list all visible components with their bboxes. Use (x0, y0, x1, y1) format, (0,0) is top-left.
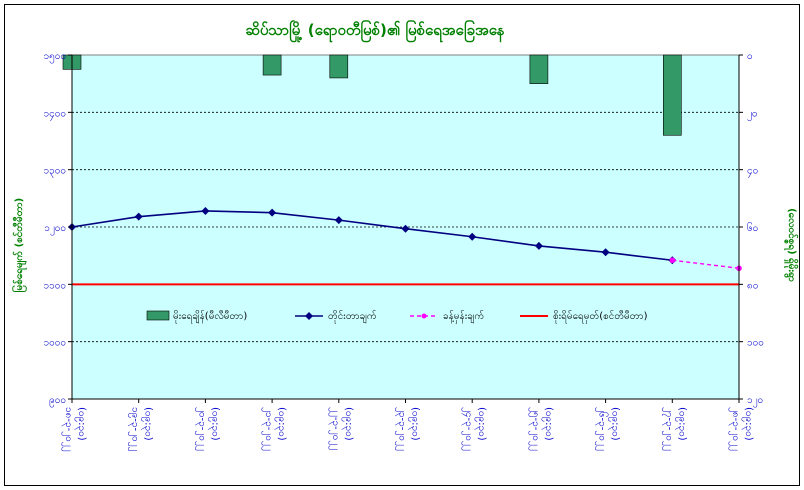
chart: ဆိပ်သာမြို့ (ရောဝတီမြစ်)၏ မြစ်ရေအခြေအနေ … (11, 19, 799, 452)
x-tick-date: ၂၈-၃-၂၀၂၂ (728, 407, 741, 451)
water-level-point (534, 241, 543, 250)
x-tick-date: ၂၆-၃-၂၀၂၂ (595, 407, 610, 451)
x-tick-time: (၀၉:၃၀) (74, 407, 87, 441)
x-tick-date: ၂၅-၃-၂၀၂၂ (528, 407, 541, 451)
x-tick-date: ၁၈-၃-၂၀၂၂ (61, 407, 74, 452)
x-tick-time: (၀၉:၃၀) (541, 407, 554, 441)
right-tick-label: ၂၀ (747, 108, 758, 121)
rainfall-bar (262, 54, 282, 76)
x-tick-label: ၂၀-၃-၂၀၂၂ (၀၉:၃၀) (194, 407, 220, 451)
rainfall-bar (662, 54, 682, 136)
x-tick-label: ၁၉-၃-၂၀၂၂ (၀၉:၃၀) (128, 407, 154, 452)
x-tick-label: ၂၂-၃-၂၀၂၂ (၀၉:၃၀) (328, 407, 354, 450)
x-tick-time: (၀၉:၃၀) (741, 407, 754, 441)
water-level-point (201, 206, 210, 215)
left-axis-ticks: ၉၀၀ ၁၀၀၀ ၁၁၀၀ ၁၂၀၀ ၁၃၀၀ ၁၄၀၀ ၁၅၀၀ (44, 51, 72, 408)
right-tick-label: ၄၀ (747, 166, 758, 179)
x-tick-time: (၀၉:၃၀) (474, 407, 487, 441)
rainfall-bar (329, 54, 349, 79)
left-tick-label: ၁၅၀၀ (44, 51, 67, 64)
water-level-point (401, 224, 410, 233)
x-tick-label: ၁၈-၃-၂၀၂၂ (၀၉:၃၀) (61, 407, 87, 452)
series-lines (68, 206, 742, 286)
right-tick-label: ၆၀ (747, 221, 758, 234)
water-level-line (71, 210, 673, 262)
x-tick-date: ၂၁-၃-၂၀၂၂ (261, 407, 274, 451)
rainfall-bars (62, 54, 682, 136)
right-tick-label: ၁၀၀ (747, 338, 764, 349)
x-tick-time: (၀၉:၃၀) (341, 407, 354, 441)
water-level-point (334, 216, 343, 225)
legend-rainfall-swatch (146, 310, 170, 321)
left-tick-label: ၉၀၀ (49, 395, 66, 408)
x-tick-label: ၂၇-၃-၂၀၂၂ (၀၉:၃၀) (661, 407, 687, 451)
legend-water-level-marker (305, 312, 313, 320)
rainfall-bar (529, 54, 549, 84)
left-tick-label: ၁၁၀၀ (44, 280, 67, 291)
legend-forecast-label: ခန့်မှန်းချက် (443, 309, 484, 324)
right-tick-label: ၀ (747, 51, 753, 62)
left-tick-label: ၁၄၀၀ (44, 108, 67, 121)
water-level-point (468, 232, 477, 241)
right-tick-label: ၁၂၀ (747, 395, 763, 408)
legend-forecast-marker (421, 313, 427, 319)
left-tick-label: ၁၃၀၀ (44, 166, 67, 179)
legend: မိုးရေချိန်(မီလီမီတာ) တိုင်းတာချက် ခန့်မ… (146, 309, 648, 324)
x-tick-time: (၀၉:၃၀) (141, 407, 154, 441)
left-tick-label: ၁၂၀၀ (44, 223, 66, 236)
x-tick-date: ၁၉-၃-၂၀၂၂ (128, 407, 141, 452)
x-tick-date: ၂၂-၃-၂၀၂၂ (328, 407, 341, 450)
x-tick-label: ၂၆-၃-၂၀၂၂ (၀၉:၃၀) (595, 407, 621, 451)
x-axis-ticks: ၁၈-၃-၂၀၂၂ (၀၉:၃၀) ၁၉-၃-၂၀၂၂ (၀၉:၃၀) ၂၀-၃-၂၀၂… (61, 399, 754, 452)
x-tick-time: (၀၉:၃၀) (274, 407, 287, 441)
right-axis-label: (လေဝင်စ္စရ) ရှိမိုးရွာ (783, 208, 799, 282)
chart-frame: ဆိပ်သာမြို့ (ရောဝတီမြစ်)၏ မြစ်ရေအခြေအနေ … (4, 4, 800, 486)
x-tick-time: (၀၉:၃၀) (674, 407, 687, 441)
water-level-point (601, 248, 610, 257)
right-tick-label: ၈၀ (747, 280, 758, 291)
x-tick-label: ၂၄-၃-၂၀၂၂ (၀၉:၃၀) (461, 407, 487, 451)
x-tick-label: ၂၁-၃-၂၀၂၂ (၀၉:၃၀) (261, 407, 287, 451)
x-tick-time: (၀၉:၃၀) (408, 407, 421, 441)
x-tick-date: ၂၄-၃-၂၀၂၂ (461, 407, 474, 451)
legend-water-level-label: တိုင်းတာချက် (328, 309, 377, 324)
x-tick-date: ၂၃-၃-၂၀၂၂ (395, 407, 408, 451)
chart-title: ဆိပ်သာမြို့ (ရောဝတီမြစ်)၏ မြစ်ရေအခြေအနေ (245, 19, 504, 43)
forecast-point (669, 257, 676, 264)
water-level-point (268, 208, 277, 217)
x-tick-date: ၂၇-၃-၂၀၂၂ (661, 407, 674, 451)
x-tick-time: (၀၉:၃၀) (608, 407, 621, 441)
x-tick-label: ၂၈-၃-၂၀၂၂ (၀၉:၃၀) (728, 407, 754, 451)
left-tick-label: ၁၀၀၀ (44, 338, 67, 349)
left-axis-label: မြစ်ရေမျက် (စင်တီမီတာ) (11, 198, 28, 292)
legend-rainfall-label: မိုးရေချိန်(မီလီမီတာ) (173, 309, 247, 324)
legend-danger-label: စိုးရိမ်ရေမှတ်(စင်တီမီတာ) (553, 309, 648, 324)
x-tick-date: ၂၀-၃-၂၀၂၂ (194, 407, 207, 451)
x-tick-label: ၂၅-၃-၂၀၂၂ (၀၉:၃၀) (528, 407, 554, 451)
x-tick-label: ၂၃-၃-၂၀၂၂ (၀၉:၃၀) (395, 407, 421, 451)
x-tick-time: (၀၉:၃၀) (207, 407, 220, 441)
water-level-point (134, 212, 143, 221)
